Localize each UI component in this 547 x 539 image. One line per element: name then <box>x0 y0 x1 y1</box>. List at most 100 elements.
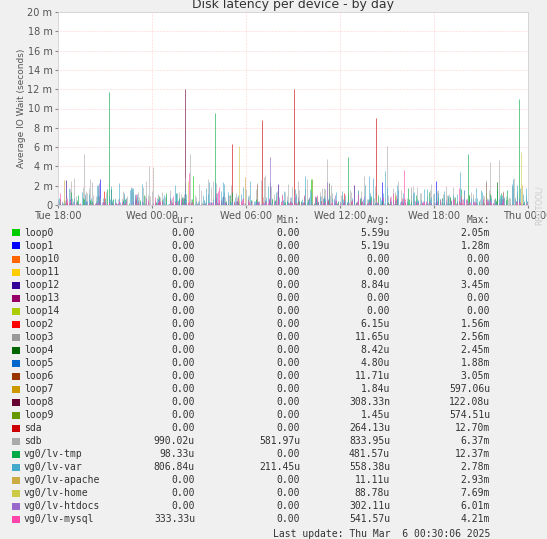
Text: loop12: loop12 <box>24 280 59 290</box>
Text: 211.45u: 211.45u <box>259 462 300 472</box>
Text: sda: sda <box>24 423 42 433</box>
Text: 3.45m: 3.45m <box>461 280 490 290</box>
Text: 574.51u: 574.51u <box>449 410 490 420</box>
Text: 7.69m: 7.69m <box>461 488 490 498</box>
Y-axis label: Average IO Wait (seconds): Average IO Wait (seconds) <box>17 49 26 168</box>
Text: 558.38u: 558.38u <box>349 462 390 472</box>
Text: 0.00: 0.00 <box>366 254 390 264</box>
Text: 302.11u: 302.11u <box>349 501 390 511</box>
Text: 990.02u: 990.02u <box>154 436 195 446</box>
Text: vg0/lv-mysql: vg0/lv-mysql <box>24 514 95 524</box>
Text: vg0/lv-apache: vg0/lv-apache <box>24 475 101 485</box>
Text: sdb: sdb <box>24 436 42 446</box>
Text: 0.00: 0.00 <box>276 397 300 407</box>
Text: 6.01m: 6.01m <box>461 501 490 511</box>
Text: loop8: loop8 <box>24 397 54 407</box>
Text: 12.37m: 12.37m <box>455 449 490 459</box>
Text: 0.00: 0.00 <box>276 501 300 511</box>
Text: loop1: loop1 <box>24 241 54 251</box>
Text: 0.00: 0.00 <box>172 488 195 498</box>
Text: 0.00: 0.00 <box>276 410 300 420</box>
Text: 1.56m: 1.56m <box>461 319 490 329</box>
Text: 541.57u: 541.57u <box>349 514 390 524</box>
Text: 3.05m: 3.05m <box>461 371 490 381</box>
Text: 0.00: 0.00 <box>276 384 300 394</box>
Text: Avg:: Avg: <box>366 215 390 225</box>
Text: RRDTOOL/: RRDTOOL/ <box>534 185 543 225</box>
Text: 0.00: 0.00 <box>276 254 300 264</box>
Text: 481.57u: 481.57u <box>349 449 390 459</box>
Text: 88.78u: 88.78u <box>355 488 390 498</box>
Text: 333.33u: 333.33u <box>154 514 195 524</box>
Text: Max:: Max: <box>467 215 490 225</box>
Text: 0.00: 0.00 <box>172 254 195 264</box>
Text: 0.00: 0.00 <box>276 449 300 459</box>
Text: loop11: loop11 <box>24 267 59 277</box>
Text: 0.00: 0.00 <box>467 254 490 264</box>
Text: 1.84u: 1.84u <box>360 384 390 394</box>
Text: 11.65u: 11.65u <box>355 332 390 342</box>
Text: Min:: Min: <box>276 215 300 225</box>
Text: vg0/lv-htdocs: vg0/lv-htdocs <box>24 501 101 511</box>
Text: 0.00: 0.00 <box>172 267 195 277</box>
Text: 122.08u: 122.08u <box>449 397 490 407</box>
Text: 0.00: 0.00 <box>276 293 300 303</box>
Text: loop7: loop7 <box>24 384 54 394</box>
Text: 0.00: 0.00 <box>366 293 390 303</box>
Text: loop10: loop10 <box>24 254 59 264</box>
Text: vg0/lv-tmp: vg0/lv-tmp <box>24 449 83 459</box>
Text: 0.00: 0.00 <box>172 475 195 485</box>
Text: 581.97u: 581.97u <box>259 436 300 446</box>
Text: 0.00: 0.00 <box>276 241 300 251</box>
Text: 0.00: 0.00 <box>467 293 490 303</box>
Text: 0.00: 0.00 <box>172 397 195 407</box>
Text: 6.37m: 6.37m <box>461 436 490 446</box>
Text: 6.15u: 6.15u <box>360 319 390 329</box>
Text: 0.00: 0.00 <box>276 319 300 329</box>
Text: 0.00: 0.00 <box>467 267 490 277</box>
Text: 0.00: 0.00 <box>172 228 195 238</box>
Text: 11.71u: 11.71u <box>355 371 390 381</box>
Text: 0.00: 0.00 <box>276 345 300 355</box>
Text: 4.80u: 4.80u <box>360 358 390 368</box>
Text: 0.00: 0.00 <box>467 306 490 316</box>
Text: 0.00: 0.00 <box>276 267 300 277</box>
Text: 4.21m: 4.21m <box>461 514 490 524</box>
Text: 264.13u: 264.13u <box>349 423 390 433</box>
Text: 0.00: 0.00 <box>172 345 195 355</box>
Text: 5.59u: 5.59u <box>360 228 390 238</box>
Text: 0.00: 0.00 <box>276 332 300 342</box>
Text: Cur:: Cur: <box>172 215 195 225</box>
Text: 8.42u: 8.42u <box>360 345 390 355</box>
Text: 0.00: 0.00 <box>172 423 195 433</box>
Text: 0.00: 0.00 <box>276 371 300 381</box>
Text: 0.00: 0.00 <box>172 384 195 394</box>
Text: 0.00: 0.00 <box>276 228 300 238</box>
Text: loop14: loop14 <box>24 306 59 316</box>
Text: 833.95u: 833.95u <box>349 436 390 446</box>
Text: loop0: loop0 <box>24 228 54 238</box>
Text: Last update: Thu Mar  6 00:30:06 2025: Last update: Thu Mar 6 00:30:06 2025 <box>272 529 490 539</box>
Text: 11.11u: 11.11u <box>355 475 390 485</box>
Text: 0.00: 0.00 <box>276 488 300 498</box>
Text: 0.00: 0.00 <box>172 306 195 316</box>
Text: 12.70m: 12.70m <box>455 423 490 433</box>
Text: 0.00: 0.00 <box>172 371 195 381</box>
Text: 0.00: 0.00 <box>172 280 195 290</box>
Text: 5.19u: 5.19u <box>360 241 390 251</box>
Text: 0.00: 0.00 <box>366 306 390 316</box>
Title: Disk latency per device - by day: Disk latency per device - by day <box>192 0 394 11</box>
Text: 98.33u: 98.33u <box>160 449 195 459</box>
Text: 0.00: 0.00 <box>172 410 195 420</box>
Text: 2.93m: 2.93m <box>461 475 490 485</box>
Text: 1.88m: 1.88m <box>461 358 490 368</box>
Text: 597.06u: 597.06u <box>449 384 490 394</box>
Text: 8.84u: 8.84u <box>360 280 390 290</box>
Text: 1.28m: 1.28m <box>461 241 490 251</box>
Text: 2.56m: 2.56m <box>461 332 490 342</box>
Text: loop2: loop2 <box>24 319 54 329</box>
Text: 2.45m: 2.45m <box>461 345 490 355</box>
Text: 0.00: 0.00 <box>172 358 195 368</box>
Text: loop13: loop13 <box>24 293 59 303</box>
Text: 0.00: 0.00 <box>276 475 300 485</box>
